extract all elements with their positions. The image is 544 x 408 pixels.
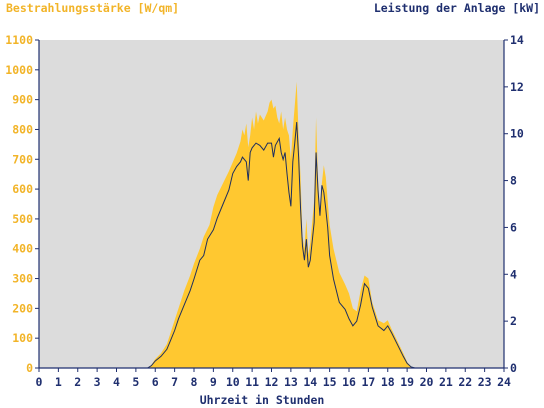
x-tick-label: 17 [361,375,375,389]
x-tick-label: 1 [55,375,62,389]
right-tick-label: 6 [510,220,517,234]
left-tick-label: 800 [12,122,33,136]
x-tick-label: 5 [132,375,139,389]
left-tick-label: 100 [12,331,33,345]
left-axis-title: Bestrahlungsstärke [W/qm] [6,1,179,15]
left-tick-label: 300 [12,272,33,286]
power-line [39,121,504,369]
left-tick-label: 400 [12,242,33,256]
x-tick-label: 0 [36,375,43,389]
x-tick-label: 15 [323,375,337,389]
left-tick-label: 1000 [5,63,33,77]
left-tick-label: 600 [12,182,33,196]
x-tick-label: 16 [342,375,356,389]
x-tick-label: 21 [439,375,453,389]
x-tick-label: 6 [152,375,159,389]
right-tick-label: 2 [510,314,517,328]
x-tick-label: 2 [74,375,81,389]
x-tick-label: 9 [210,375,217,389]
right-tick-label: 0 [510,361,517,375]
x-tick-label: 14 [303,375,317,389]
x-tick-label: 19 [400,375,414,389]
x-tick-label: 22 [458,375,472,389]
x-tick-label: 23 [478,375,492,389]
irradiance-area [39,81,504,368]
left-axis-ticks: 0 100 200 300 400 500 600 700 800 900 1000 1100 [5,33,39,375]
x-tick-label: 18 [381,375,395,389]
x-tick-label: 3 [94,375,101,389]
left-tick-label: 0 [26,361,33,375]
x-tick-label: 4 [113,375,120,389]
right-tick-label: 10 [510,127,524,141]
right-tick-label: 4 [510,267,517,281]
x-tick-label: 24 [497,375,511,389]
right-tick-label: 12 [510,80,524,94]
right-axis-title: Leistung der Anlage [kW] [374,1,540,15]
x-tick-label: 13 [284,375,298,389]
x-tick-label: 10 [226,375,240,389]
left-tick-label: 1100 [5,33,33,47]
right-axis-ticks: 0 2 4 6 8 10 12 14 [504,33,524,375]
left-tick-label: 500 [12,212,33,226]
x-tick-label: 7 [171,375,178,389]
left-tick-label: 200 [12,301,33,315]
x-tick-label: 11 [245,375,259,389]
left-tick-label: 900 [12,93,33,107]
right-tick-label: 8 [510,174,517,188]
x-axis-label: Uhrzeit in Stunden [200,393,325,407]
x-tick-label: 8 [191,375,198,389]
x-axis-ticks: 0 1 2 3 4 5 6 7 8 9 10 11 12 13 14 15 16 17 18 19 20 21 22 23 24 [36,368,511,389]
x-tick-label: 20 [420,375,434,389]
left-tick-label: 700 [12,152,33,166]
right-tick-label: 14 [510,33,524,47]
x-tick-label: 12 [265,375,279,389]
